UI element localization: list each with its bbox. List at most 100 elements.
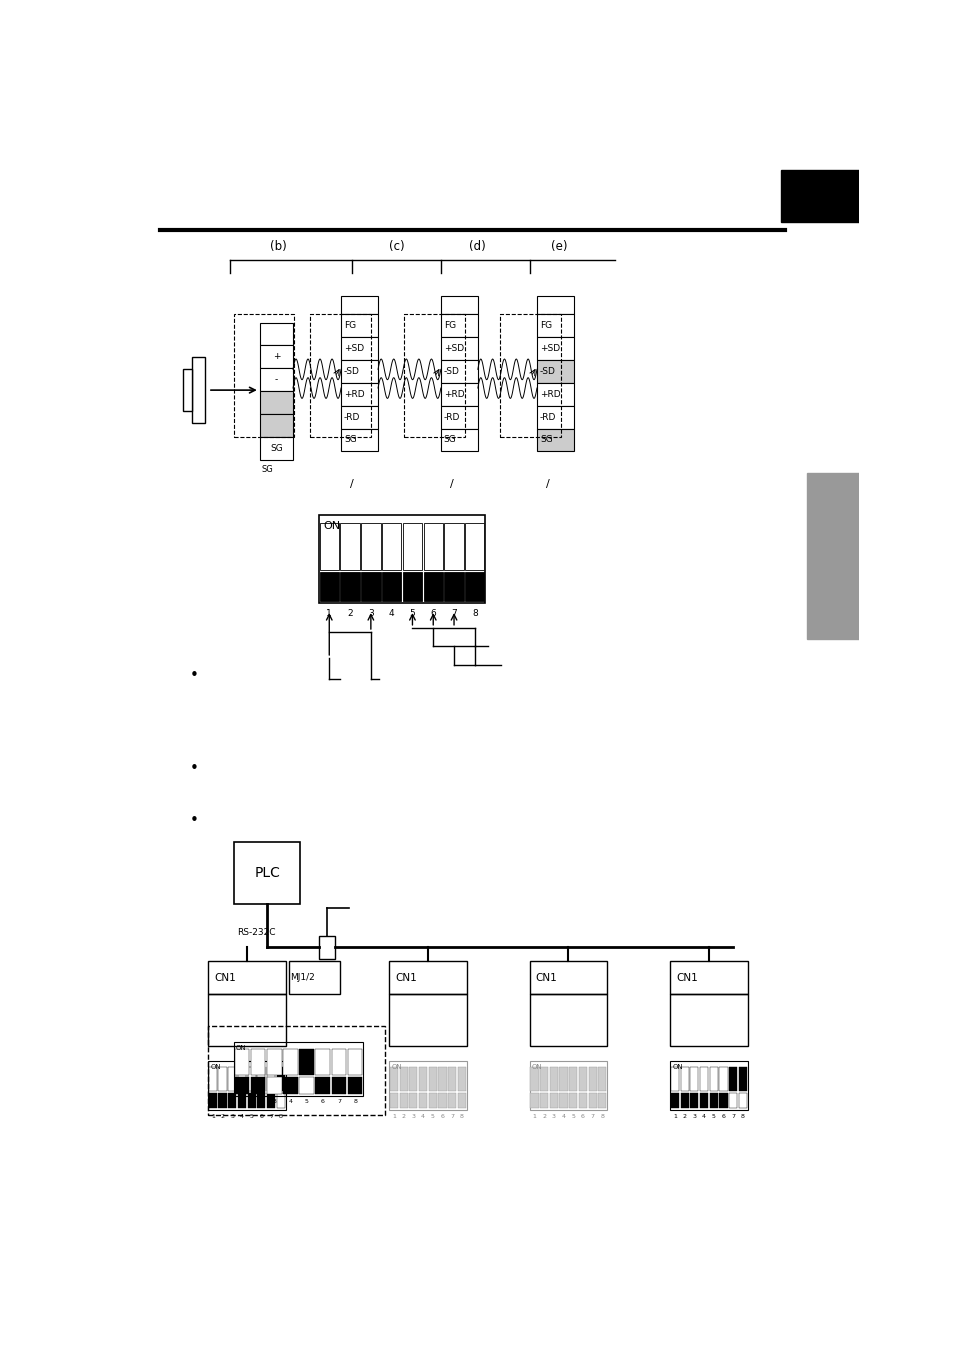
- Text: +: +: [273, 352, 280, 361]
- Text: 3: 3: [411, 1113, 415, 1119]
- Bar: [438, 1093, 446, 1108]
- Bar: [283, 1077, 297, 1093]
- Bar: [440, 406, 477, 429]
- Bar: [237, 1093, 246, 1108]
- Bar: [267, 1093, 274, 1108]
- Text: SG: SG: [344, 435, 356, 445]
- Text: 1: 1: [672, 1113, 676, 1119]
- Bar: [259, 322, 293, 345]
- Text: 6: 6: [259, 1113, 263, 1119]
- Text: FG: FG: [344, 321, 355, 330]
- Bar: [549, 1093, 558, 1108]
- Text: •: •: [190, 669, 198, 683]
- Bar: [578, 1068, 586, 1091]
- Bar: [341, 383, 377, 406]
- Bar: [259, 345, 293, 368]
- Text: •: •: [190, 762, 198, 776]
- Bar: [537, 337, 574, 360]
- Text: ON: ON: [391, 1064, 401, 1070]
- Text: 2: 2: [220, 1113, 224, 1119]
- Text: 6: 6: [440, 1113, 444, 1119]
- Bar: [341, 406, 377, 429]
- Text: 4: 4: [561, 1113, 565, 1119]
- Bar: [529, 961, 607, 995]
- Bar: [319, 523, 338, 570]
- Bar: [418, 1068, 427, 1091]
- Text: 6: 6: [430, 609, 436, 619]
- Bar: [448, 1093, 456, 1108]
- Bar: [669, 961, 747, 995]
- Bar: [448, 1068, 456, 1091]
- Bar: [237, 1068, 246, 1091]
- Text: CN1: CN1: [395, 973, 416, 983]
- Bar: [440, 360, 477, 383]
- Bar: [402, 572, 421, 601]
- Bar: [669, 1061, 747, 1111]
- Text: /: /: [350, 480, 354, 489]
- Bar: [569, 1093, 577, 1108]
- Bar: [390, 1068, 397, 1091]
- Text: 1: 1: [326, 609, 332, 619]
- Text: 4: 4: [420, 1113, 425, 1119]
- Text: 3: 3: [368, 609, 374, 619]
- Text: 2: 2: [255, 1099, 260, 1104]
- Text: +RD: +RD: [443, 390, 464, 399]
- Bar: [806, 473, 858, 639]
- Bar: [465, 523, 484, 570]
- Bar: [539, 1068, 548, 1091]
- Bar: [288, 961, 340, 995]
- Bar: [719, 1068, 727, 1091]
- Bar: [192, 357, 205, 423]
- Bar: [340, 572, 359, 601]
- Bar: [315, 1049, 330, 1074]
- Text: 3: 3: [230, 1113, 234, 1119]
- Text: /: /: [450, 480, 454, 489]
- Text: (d): (d): [469, 240, 486, 253]
- Bar: [267, 1077, 281, 1093]
- Bar: [700, 1093, 707, 1108]
- Text: (e): (e): [550, 240, 567, 253]
- Bar: [183, 369, 193, 411]
- Text: 7: 7: [450, 1113, 454, 1119]
- Bar: [537, 429, 574, 452]
- Bar: [537, 406, 574, 429]
- Text: 1: 1: [240, 1099, 244, 1104]
- Text: 4: 4: [240, 1113, 244, 1119]
- Bar: [208, 995, 285, 1046]
- Bar: [318, 936, 335, 958]
- Text: MJ1/2: MJ1/2: [290, 973, 314, 983]
- Bar: [267, 1068, 274, 1091]
- Bar: [276, 1093, 285, 1108]
- Bar: [318, 515, 485, 603]
- Bar: [332, 1077, 346, 1093]
- Bar: [340, 523, 359, 570]
- Text: -RD: -RD: [539, 412, 556, 422]
- Bar: [341, 297, 377, 314]
- Text: -SD: -SD: [344, 367, 359, 376]
- Bar: [444, 572, 463, 601]
- Bar: [341, 337, 377, 360]
- Bar: [234, 1077, 249, 1093]
- Bar: [299, 1077, 314, 1093]
- Bar: [348, 1049, 362, 1074]
- Bar: [578, 1093, 586, 1108]
- Bar: [738, 1093, 746, 1108]
- Bar: [679, 1093, 688, 1108]
- Text: 1: 1: [532, 1113, 536, 1119]
- Bar: [598, 1093, 606, 1108]
- Bar: [728, 1093, 737, 1108]
- Text: 2: 2: [347, 609, 353, 619]
- Text: PLC: PLC: [253, 865, 280, 880]
- Bar: [440, 297, 477, 314]
- Bar: [402, 523, 421, 570]
- Bar: [457, 1068, 465, 1091]
- Text: 7: 7: [590, 1113, 594, 1119]
- Bar: [444, 523, 463, 570]
- Bar: [276, 1068, 285, 1091]
- Text: 4: 4: [389, 609, 394, 619]
- Bar: [598, 1068, 606, 1091]
- Bar: [319, 572, 338, 601]
- Bar: [389, 961, 466, 995]
- Bar: [537, 360, 574, 383]
- Bar: [440, 314, 477, 337]
